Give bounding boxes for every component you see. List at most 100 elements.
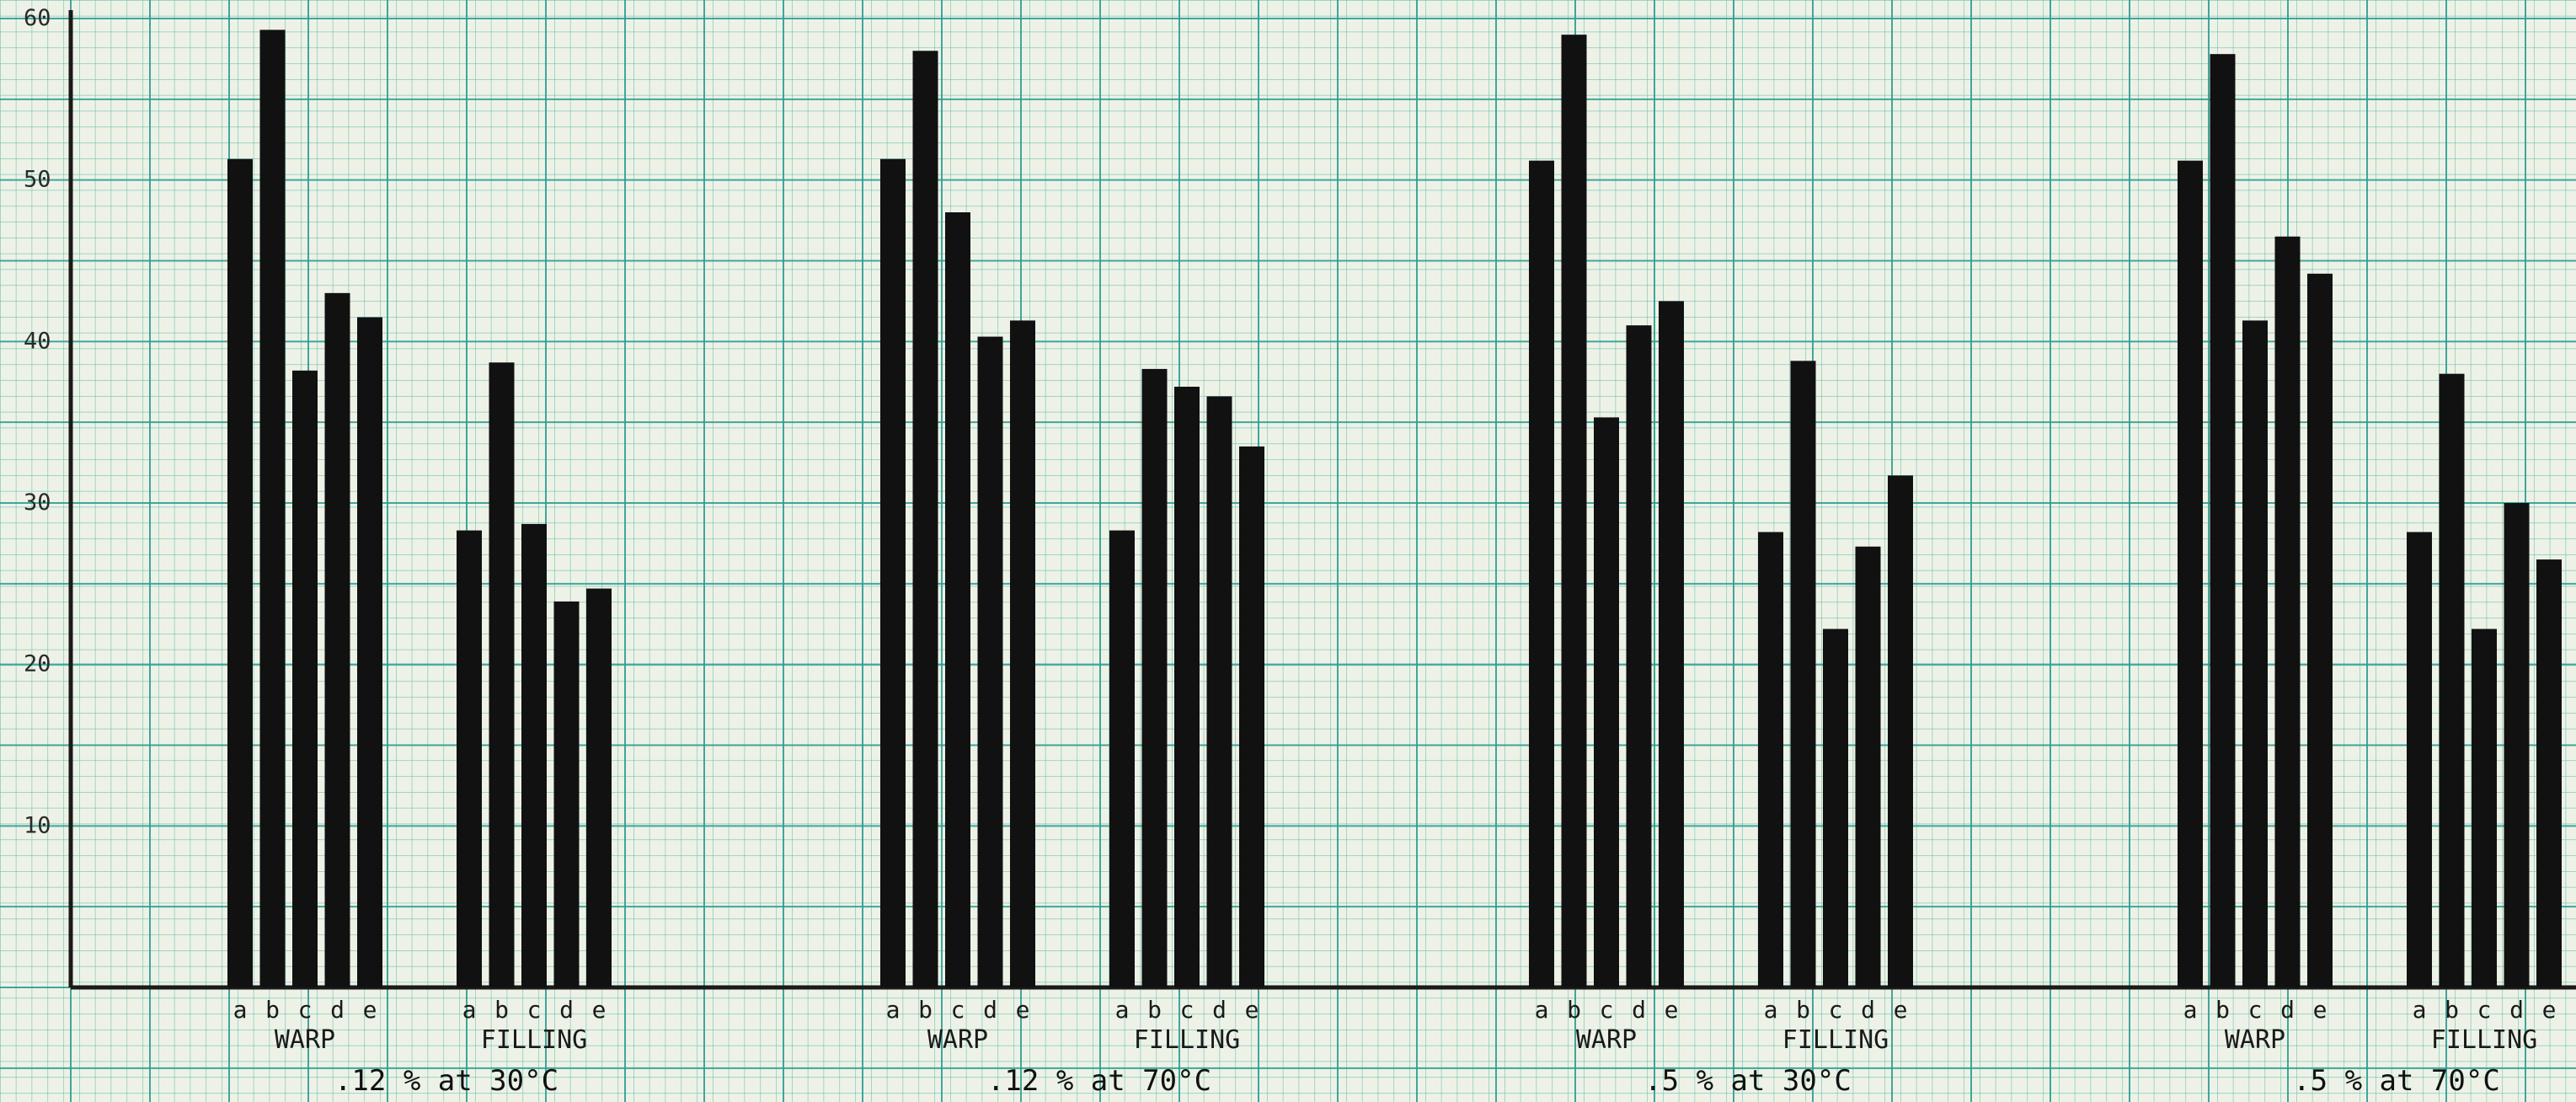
y-tick-label: 50: [24, 167, 51, 193]
bar-letter-label: e: [363, 996, 377, 1024]
bar-letter-label: a: [886, 996, 901, 1024]
bar-warp-e: [1659, 301, 1684, 988]
group-label: WARP: [927, 1025, 988, 1055]
bar-filling-e: [1239, 446, 1264, 987]
y-tick-label: 10: [24, 812, 51, 838]
bar-letter-label: a: [233, 996, 248, 1024]
bar-letter-label: c: [1180, 996, 1194, 1024]
bars: [227, 29, 2562, 988]
bar-letter-label: c: [298, 996, 313, 1024]
bar-letter-label: a: [1535, 996, 1549, 1024]
bar-filling-d: [1206, 396, 1232, 987]
bar-filling-a: [457, 530, 482, 987]
bar-warp-a: [1529, 160, 1554, 987]
bar-warp-a: [880, 158, 906, 987]
bar-letter-label: c: [2477, 996, 2492, 1024]
bar-warp-a: [2178, 160, 2203, 987]
condition-label: .12 % at 30°C: [334, 1064, 558, 1098]
bar-letter-label: a: [1764, 996, 1778, 1024]
bar-letter-label: e: [1016, 996, 1030, 1024]
bar-letter-label: e: [2313, 996, 2327, 1024]
bar-letter-label: a: [2183, 996, 2198, 1024]
bar-letter-label: e: [1665, 996, 1679, 1024]
bar-letter-label: c: [2248, 996, 2263, 1024]
bar-filling-e: [586, 588, 612, 987]
group-label: FILLING: [1134, 1025, 1240, 1055]
bar-filling-b: [2439, 373, 2465, 988]
bar-filling-d: [2504, 503, 2530, 987]
bar-letter-label: b: [2215, 996, 2230, 1024]
group-label: FILLING: [481, 1025, 587, 1055]
y-tick-label: 30: [24, 489, 51, 516]
bar-warp-b: [912, 51, 938, 987]
bar-warp-c: [1594, 417, 1619, 988]
condition-label: .5 % at 30°C: [1644, 1064, 1852, 1098]
bar-filling-d: [553, 601, 580, 987]
bar-letter-label: b: [918, 996, 933, 1024]
bar-letter-label: d: [2280, 996, 2295, 1024]
y-tick-label: 40: [24, 328, 51, 354]
bar-warp-d: [324, 292, 350, 987]
bar-filling-b: [1790, 361, 1816, 987]
condition-label: .12 % at 70°C: [987, 1064, 1211, 1098]
bar-letter-label: d: [1861, 996, 1875, 1024]
group-label: WARP: [2225, 1025, 2285, 1055]
bar-filling-c: [2472, 629, 2497, 987]
bar-letter-label: b: [2445, 996, 2459, 1024]
bar-letter-label: d: [983, 996, 997, 1024]
bar-letter-label: b: [1796, 996, 1810, 1024]
bar-warp-c: [292, 370, 318, 987]
bar-filling-b: [1141, 368, 1168, 988]
bar-letter-label: d: [1632, 996, 1646, 1024]
bar-letter-label: c: [1829, 996, 1843, 1024]
y-axis-tick-labels: 10 20 30 40 50 60: [24, 5, 51, 838]
bar-filling-c: [1823, 629, 1848, 987]
y-tick-label: 60: [24, 5, 51, 31]
bar-letter-label: e: [592, 996, 607, 1024]
bar-warp-b: [2210, 54, 2236, 988]
bar-letter-label: e: [1894, 996, 1908, 1024]
bar-warp-e: [357, 317, 382, 987]
bar-warp-a: [227, 158, 253, 987]
bar-warp-c: [2242, 320, 2268, 988]
bar-letter-label: a: [2413, 996, 2427, 1024]
bar-letter-label: c: [527, 996, 542, 1024]
bar-letter-label: d: [2509, 996, 2524, 1024]
bar-filling-e: [1888, 475, 1913, 987]
bar-warp-e: [1010, 320, 1035, 988]
bar-warp-d: [977, 336, 1003, 987]
bar-letter-label: a: [1115, 996, 1130, 1024]
bar-letter-label: c: [951, 996, 965, 1024]
bar-letter-label: b: [1567, 996, 1581, 1024]
bar-warp-b: [259, 29, 286, 988]
bar-warp-e: [2307, 273, 2333, 987]
group-label: FILLING: [2431, 1025, 2537, 1055]
axes: [68, 10, 2576, 990]
bar-letter-label: d: [1212, 996, 1227, 1024]
bar-letter-label: b: [1147, 996, 1162, 1024]
bar-filling-a: [1758, 532, 1783, 987]
bar-filling-a: [2407, 532, 2432, 987]
y-tick-label: 20: [24, 651, 51, 677]
bar-letter-label: d: [330, 996, 345, 1024]
condition-label: .5 % at 70°C: [2293, 1064, 2500, 1098]
bar-warp-d: [2274, 236, 2301, 987]
bar-filling-c: [1174, 387, 1200, 987]
bar-letter-label: c: [1600, 996, 1614, 1024]
group-label: WARP: [1576, 1025, 1637, 1055]
bar-filling-e: [2536, 559, 2562, 987]
bar-letter-label: d: [559, 996, 574, 1024]
bar-filling-a: [1109, 530, 1135, 987]
bar-warp-b: [1561, 35, 1587, 988]
bar-filling-c: [521, 523, 547, 987]
bar-letter-label: e: [1245, 996, 1259, 1024]
bar-letter-label: a: [462, 996, 477, 1024]
bar-warp-c: [945, 212, 970, 987]
bar-filling-d: [1855, 546, 1881, 987]
bar-filling-b: [489, 362, 515, 987]
bar-letter-label: e: [2542, 996, 2557, 1024]
bar-letter-label: b: [265, 996, 280, 1024]
